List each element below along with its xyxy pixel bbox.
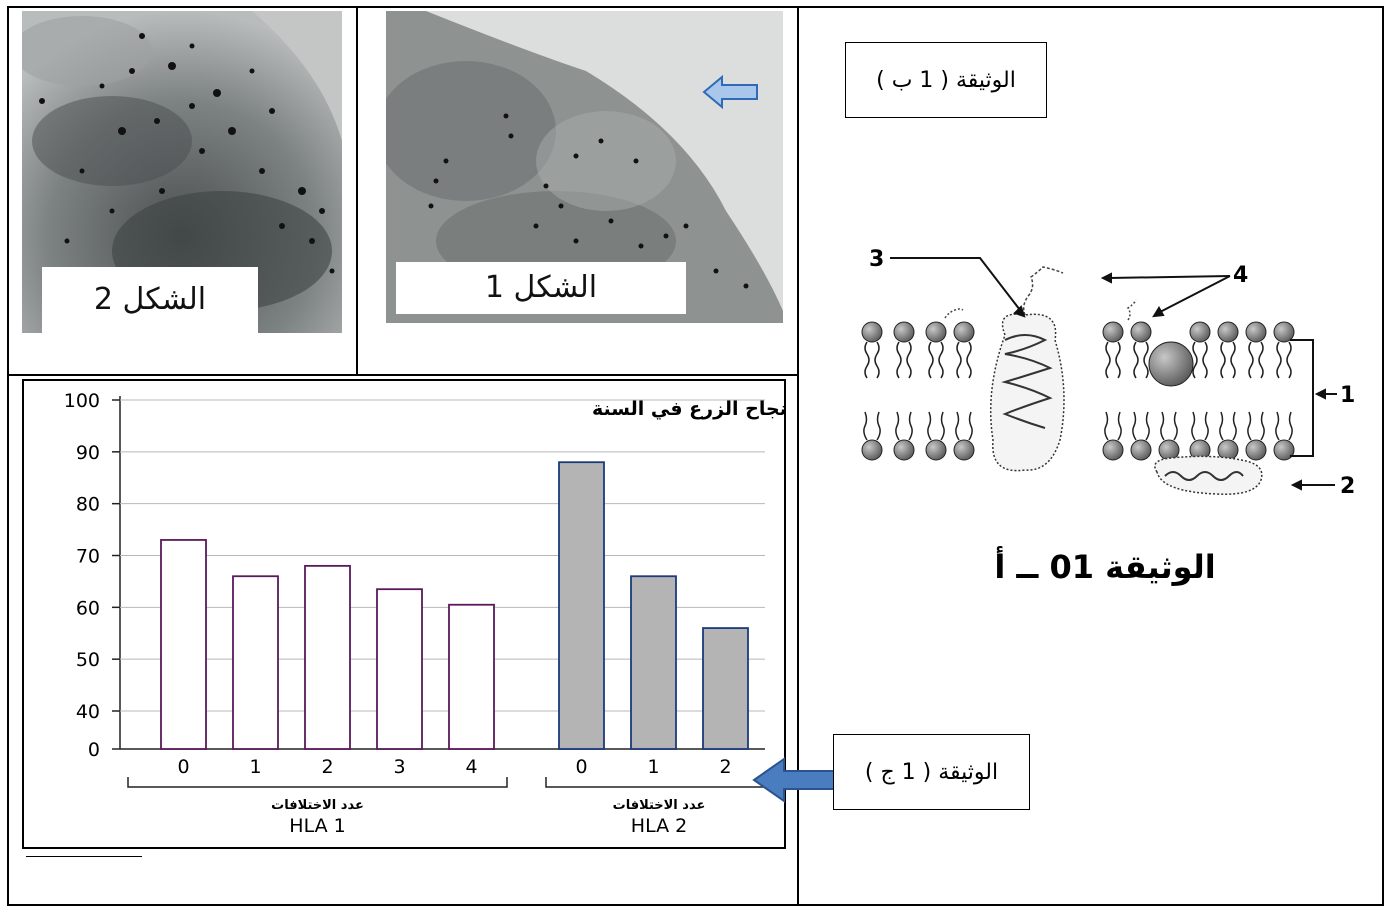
bar-1-0: [160, 539, 207, 750]
bar-1-1: [232, 575, 279, 750]
document-1b-label: الوثيقة ( 1 ب ): [845, 42, 1047, 118]
x-tick-label: 0: [575, 756, 587, 778]
document-1a-caption: الوثيقة 01 ــ أ: [994, 548, 1216, 586]
group-bracket: [127, 777, 508, 788]
membrane-label-4: 4: [1233, 263, 1248, 288]
figure-2-label: الشكل 2: [42, 267, 258, 333]
group-axis-label: عدد الاختلافات: [613, 798, 706, 813]
x-tick-label: 2: [719, 756, 731, 778]
y-tick-label: 60: [76, 597, 100, 619]
y-tick-label: 80: [76, 494, 100, 516]
chart-title: النسبة المئوية لنجاح الزرع في السنة: [592, 398, 786, 420]
x-tick-label: 2: [321, 756, 333, 778]
y-tick-label: 0: [88, 739, 100, 761]
bar-2-2: [702, 627, 749, 750]
membrane-label-3: 3: [869, 247, 884, 272]
table-horizontal-divider: [7, 374, 799, 376]
x-tick-label: 4: [465, 756, 477, 778]
y-tick-label: 90: [76, 442, 100, 464]
bar-1-2: [304, 564, 351, 750]
x-tick-label: 1: [647, 756, 659, 778]
bar-1-4: [448, 603, 495, 750]
x-tick-label: 1: [249, 756, 261, 778]
bar-2-0: [558, 461, 605, 750]
group-axis-label: عدد الاختلافات: [271, 798, 364, 813]
y-tick-label: 50: [76, 649, 100, 671]
micrograph-figure-1: الشكل 1: [386, 11, 783, 323]
photo-cell-divider: [356, 6, 358, 376]
bar-2-1: [630, 575, 677, 750]
x-tick-label: 0: [177, 756, 189, 778]
chart-footnote-line: [26, 856, 142, 857]
membrane-label-1: 1: [1340, 383, 1355, 408]
bar-1-3: [376, 588, 423, 750]
group-name: HLA 1: [289, 815, 345, 837]
membrane-label-2: 2: [1340, 474, 1355, 499]
pointer-arrow-icon: [702, 74, 758, 110]
x-tick-label: 3: [393, 756, 405, 778]
group-bracket: [545, 777, 773, 788]
y-tick-label: 100: [64, 390, 100, 412]
document-1c-label: الوثيقة ( 1 ج ): [833, 734, 1030, 810]
micrograph-figure-2: الشكل 2: [22, 11, 342, 333]
document-1c-arrow-icon: [752, 757, 837, 803]
y-tick-label: 70: [76, 546, 100, 568]
table-vertical-divider: [797, 6, 799, 906]
transplant-success-chart: النسبة المئوية لنجاح الزرع في السنة 1009…: [64, 390, 786, 837]
figure-1-label: الشكل 1: [396, 262, 686, 314]
y-tick-label: 40: [76, 701, 100, 723]
group-name: HLA 2: [631, 815, 687, 837]
cell-membrane-diagram: 3 4 1 2: [861, 247, 1355, 499]
